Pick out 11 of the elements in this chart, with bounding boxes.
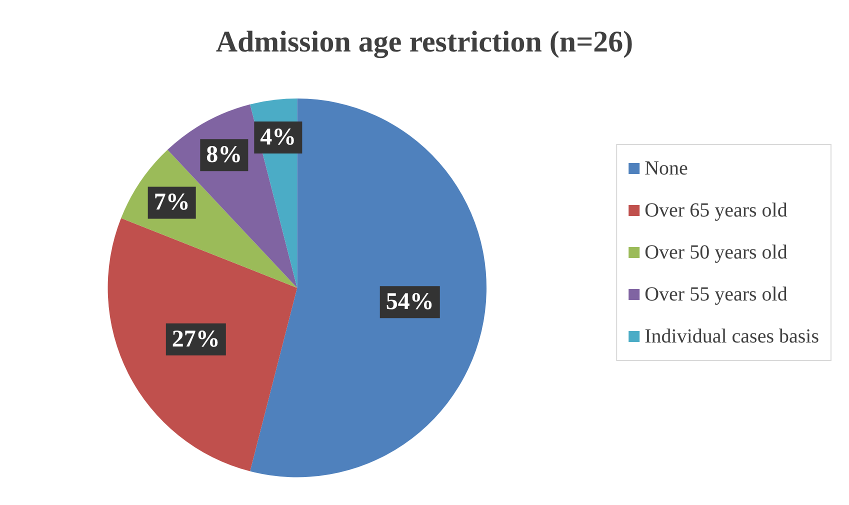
data-label: 8%: [206, 142, 242, 168]
data-label: 4%: [260, 124, 296, 151]
legend-label: Over 55 years old: [644, 284, 788, 306]
data-label: 7%: [154, 190, 190, 216]
data-label: 54%: [386, 289, 434, 316]
chart-title: Admission age restriction (n=26): [216, 26, 634, 58]
data-label: 27%: [172, 326, 220, 352]
legend-label: Over 65 years old: [644, 200, 788, 222]
legend-label: None: [644, 158, 688, 180]
legend-label: Individual cases basis: [644, 326, 820, 348]
legend-label: Over 50 years old: [644, 242, 788, 264]
